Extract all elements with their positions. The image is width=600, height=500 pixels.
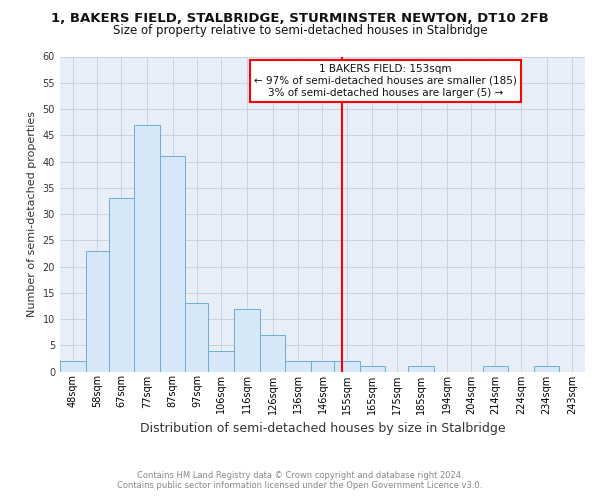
- Bar: [359, 366, 385, 372]
- Text: Contains HM Land Registry data © Crown copyright and database right 2024.
Contai: Contains HM Land Registry data © Crown c…: [118, 470, 482, 490]
- Y-axis label: Number of semi-detached properties: Number of semi-detached properties: [27, 111, 37, 317]
- Bar: [286, 361, 311, 372]
- Bar: [482, 366, 508, 372]
- Bar: [109, 198, 134, 372]
- Text: Size of property relative to semi-detached houses in Stalbridge: Size of property relative to semi-detach…: [113, 24, 487, 37]
- Text: 1, BAKERS FIELD, STALBRIDGE, STURMINSTER NEWTON, DT10 2FB: 1, BAKERS FIELD, STALBRIDGE, STURMINSTER…: [51, 12, 549, 26]
- Text: 1 BAKERS FIELD: 153sqm
← 97% of semi-detached houses are smaller (185)
3% of sem: 1 BAKERS FIELD: 153sqm ← 97% of semi-det…: [254, 64, 517, 98]
- Bar: [408, 366, 434, 372]
- Bar: [160, 156, 185, 372]
- X-axis label: Distribution of semi-detached houses by size in Stalbridge: Distribution of semi-detached houses by …: [140, 422, 505, 435]
- Bar: [334, 361, 359, 372]
- Bar: [134, 125, 160, 372]
- Bar: [86, 251, 109, 372]
- Bar: [60, 361, 86, 372]
- Bar: [260, 335, 286, 372]
- Bar: [311, 361, 334, 372]
- Bar: [185, 304, 208, 372]
- Bar: [208, 350, 234, 372]
- Bar: [234, 308, 260, 372]
- Bar: [534, 366, 559, 372]
